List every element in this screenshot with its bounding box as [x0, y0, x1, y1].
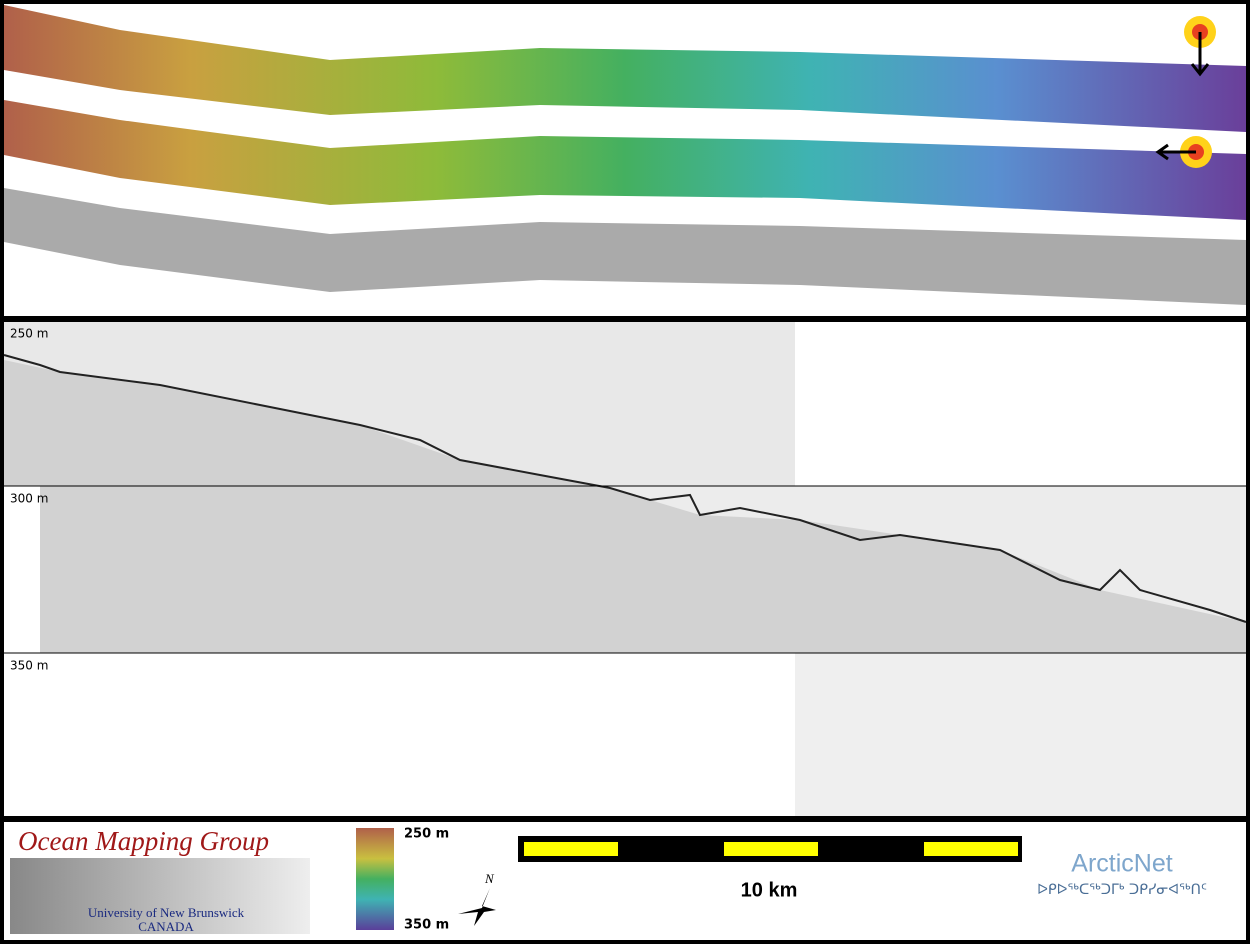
swath-1	[4, 5, 1246, 132]
seabed-line	[3, 354, 1247, 623]
logo-image	[10, 858, 310, 934]
partner-name: ArcticNet	[1071, 850, 1172, 878]
north-label: N	[484, 871, 495, 886]
scale-segment	[924, 842, 1018, 856]
marker-2	[1155, 136, 1212, 168]
depth-label: 250 m	[10, 327, 48, 341]
sub-bottom	[4, 360, 1246, 653]
depth-label: 300 m	[10, 492, 48, 506]
depth-label: 350 m	[10, 659, 48, 673]
north-arrow	[458, 888, 496, 926]
partner-syllabics: ᐅᑭᐅᖅᑕᖅᑐᒥᒃ ᑐᑭᓯᓂᐊᖅᑎᑦ	[1037, 882, 1207, 898]
colorbar-label: 250 m	[404, 827, 449, 842]
swath-2	[4, 100, 1246, 220]
logo-title: Ocean Mapping Group	[18, 826, 269, 856]
scale-segment	[524, 842, 618, 856]
logo-country: CANADA	[138, 919, 194, 934]
marker-1	[1184, 16, 1216, 77]
scale-segment	[724, 842, 818, 856]
profile-segment	[795, 653, 1246, 816]
scale-label: 10 km	[741, 879, 798, 901]
logo-university: University of New Brunswick	[88, 905, 245, 920]
colorbar-label: 350 m	[404, 918, 449, 933]
swath-3	[4, 188, 1246, 305]
colorbar	[356, 828, 394, 930]
